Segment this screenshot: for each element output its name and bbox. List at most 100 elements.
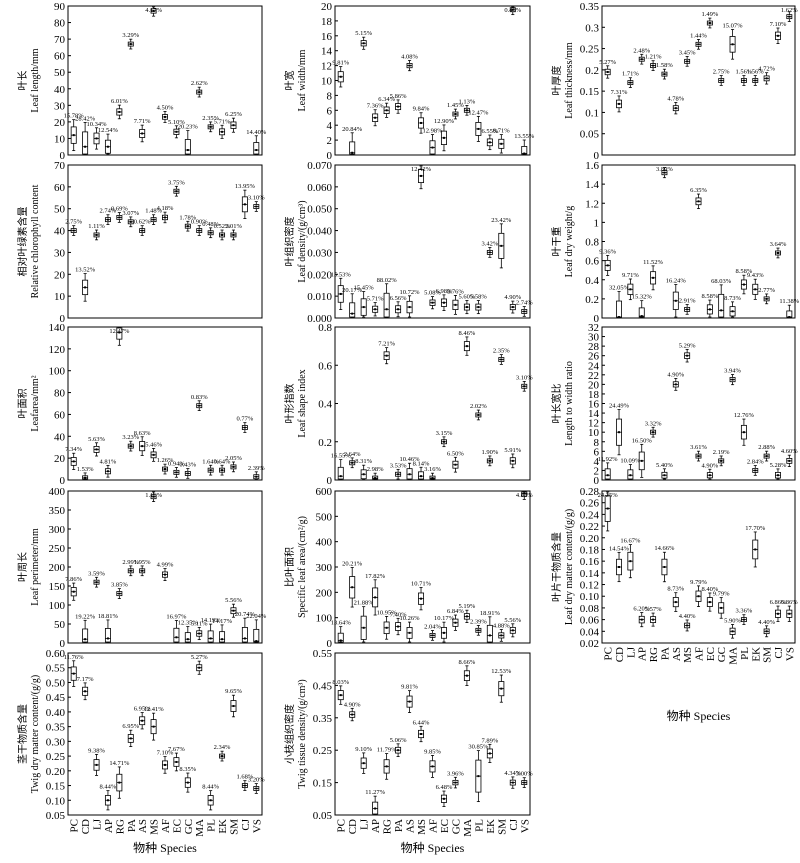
x-tick-label: GC <box>183 819 195 834</box>
box-body <box>184 632 191 643</box>
y-axis-label-en: Leaf shape index <box>297 369 308 437</box>
cv-label: 2.01% <box>225 223 242 230</box>
cv-label: 7.40% <box>390 611 407 618</box>
box-EC <box>173 185 180 197</box>
box-mean-marker <box>152 218 155 221</box>
cv-label: 16.24% <box>666 278 687 285</box>
y-tick-label: 14 <box>321 46 333 58</box>
box-SM <box>230 603 237 618</box>
box-AP <box>104 133 111 155</box>
box-mean-marker <box>351 312 354 315</box>
y-tick-label: 0.06 <box>580 615 600 627</box>
box-SM <box>498 629 505 642</box>
cv-label: 1.26% <box>157 457 174 464</box>
y-tick-label: 120 <box>49 344 66 356</box>
box-mean-marker <box>106 799 109 802</box>
cv-label: 3.45% <box>679 49 696 56</box>
cv-label: 2.88% <box>758 444 775 451</box>
cv-label: 11.76% <box>64 654 84 661</box>
cv-label: 30.85% <box>468 744 489 751</box>
cv-label: 12.47% <box>468 109 489 116</box>
cv-label: 15.53% <box>331 271 352 278</box>
y-tick-label: 300 <box>49 524 66 536</box>
box-mean-marker <box>232 465 235 468</box>
y-tick-label: 0.10 <box>580 591 600 603</box>
cv-label: 2.35% <box>202 115 219 122</box>
y-tick-label: 80 <box>54 18 66 30</box>
y-tick-label: 0.14 <box>580 568 600 580</box>
box-mean-marker <box>84 690 87 693</box>
box-LJ <box>93 229 100 241</box>
box-MS <box>150 6 157 17</box>
cv-label: 6.20% <box>633 606 650 613</box>
cv-label: 19.22% <box>75 613 96 620</box>
box-mean-marker <box>686 624 689 627</box>
box-mean-marker <box>442 136 445 139</box>
y-tick-label: 0.12 <box>580 580 599 592</box>
box-MS <box>684 304 691 315</box>
y-tick-label: 0.050 <box>307 204 332 216</box>
cv-label: 11.52% <box>643 259 663 266</box>
box-EC <box>440 124 447 152</box>
box-AP <box>104 214 111 225</box>
y-tick-label: 0.040 <box>307 226 332 238</box>
cv-label: 0.62% <box>134 219 151 226</box>
box-AF <box>429 630 436 641</box>
panel-4: 0.000 0.010 0.020 0.030 0.040 0.050 0.060 0.070… <box>283 160 533 325</box>
cv-label: 14.19% <box>201 617 222 624</box>
box-mean-marker <box>84 145 87 148</box>
box-SM <box>230 229 237 241</box>
box-LJ <box>360 464 367 480</box>
y-tick-label: 80 <box>54 388 66 400</box>
y-tick-label: 22 <box>588 370 599 382</box>
cv-label: 24.25% <box>598 492 619 499</box>
box-MA <box>196 400 203 411</box>
x-tick-label: VS <box>784 647 796 661</box>
box-AP <box>104 790 111 811</box>
box-mean-marker <box>221 755 224 758</box>
y-tick-label: 60 <box>54 409 66 421</box>
box-mean-marker <box>523 492 526 495</box>
x-tick-label: CJ <box>773 646 785 658</box>
cv-label: 11.92% <box>598 456 618 463</box>
box-EC <box>173 752 180 772</box>
y-tick-label: 0.55 <box>313 648 333 660</box>
cv-label: 5.58% <box>470 293 487 300</box>
plot-frame <box>334 164 531 319</box>
box-PA <box>395 99 402 114</box>
y-tick-label: 300 <box>316 562 333 574</box>
box-AP <box>372 579 379 616</box>
y-tick-label: 30 <box>588 332 600 344</box>
x-tick-label: LJ <box>359 818 371 830</box>
box-MA <box>729 374 736 386</box>
box-mean-marker <box>175 471 178 474</box>
panel-12: 0.05 0.10 0.15 0.20 0.25 0.30 0.35 0.40 0.45 0.50… <box>16 648 265 855</box>
y-tick-label: 0.10 <box>46 795 66 807</box>
cv-label: 6.95% <box>122 723 139 730</box>
box-VS <box>253 783 260 794</box>
cv-label: 9.71% <box>622 272 639 279</box>
box-mean-marker <box>488 459 491 462</box>
box-mean-marker <box>72 134 75 137</box>
cv-label: 4.18% <box>157 205 174 212</box>
box-PL <box>475 409 482 421</box>
box-VS <box>253 135 260 155</box>
x-tick-label: PA <box>126 819 138 832</box>
y-axis-label-cn: 相对叶绿素含量 <box>16 207 29 277</box>
cv-label: 12.35% <box>178 620 199 627</box>
y-tick-label: 0.010 <box>307 291 332 303</box>
box-body <box>82 131 89 155</box>
box-EC <box>440 436 447 448</box>
box-PC <box>337 459 344 480</box>
box-body <box>82 628 89 643</box>
cv-label: 6.98% <box>436 288 453 295</box>
box-PC <box>70 660 77 687</box>
y-tick-label: 0.4 <box>585 275 599 287</box>
box-mean-marker <box>686 60 689 63</box>
box-PA <box>127 565 134 577</box>
y-tick-label: 10 <box>54 133 66 145</box>
box-mean-marker <box>629 560 632 563</box>
box-GC <box>718 455 725 467</box>
